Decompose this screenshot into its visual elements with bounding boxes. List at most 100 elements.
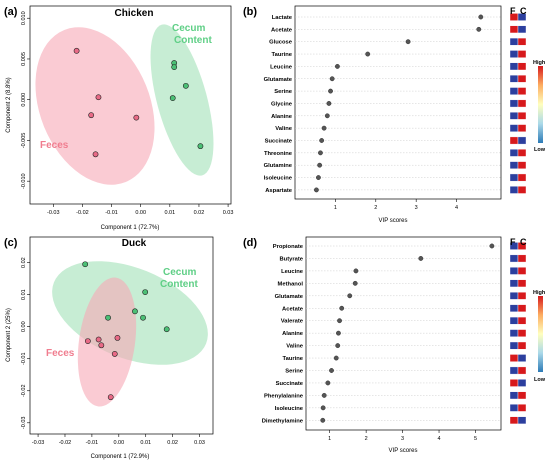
panel-d-heatmap-col-c: C bbox=[520, 237, 527, 247]
metabolite-label: Propionate bbox=[273, 244, 304, 250]
x-tick-label: 3 bbox=[415, 205, 418, 211]
x-tick-label: 4 bbox=[438, 436, 441, 442]
heatmap-cell-c bbox=[517, 136, 527, 145]
metabolite-label: Taurine bbox=[282, 356, 303, 362]
heatmap-cell-f bbox=[509, 416, 519, 425]
heatmap-cell-c bbox=[517, 37, 527, 46]
heatmap-cell-c bbox=[517, 416, 527, 425]
heatmap-cell-c bbox=[517, 74, 527, 83]
vip-score-point bbox=[324, 113, 330, 119]
x-tick-label: 1 bbox=[328, 436, 331, 442]
heatmap-cell-c bbox=[517, 341, 527, 350]
y-tick-label: 0.02 bbox=[21, 257, 27, 268]
cecum-sample-point bbox=[140, 314, 146, 321]
metabolite-label: Leucine bbox=[281, 269, 304, 275]
heatmap-cell-f bbox=[509, 391, 519, 400]
metabolite-label: Succinate bbox=[265, 139, 293, 145]
heatmap-cell-f bbox=[509, 366, 519, 375]
heatmap-cell-f bbox=[509, 292, 519, 300]
heatmap-cell-c bbox=[517, 111, 527, 120]
vip-score-point bbox=[353, 268, 359, 274]
panel-label-b: (b) bbox=[243, 6, 257, 18]
cecum-group-label-line2: Content bbox=[174, 35, 212, 46]
panel-d-duck-vip: Propionate Butyrate Leucine Methanol Glutama… bbox=[262, 236, 546, 454]
metabolite-label: Serine bbox=[285, 369, 303, 375]
vip-score-point bbox=[418, 256, 424, 261]
metabolite-label: Glucose bbox=[269, 40, 293, 46]
heatmap-cell-c bbox=[517, 25, 527, 34]
x-tick-label: 0.03 bbox=[223, 210, 234, 216]
x-tick-label: 0.00 bbox=[113, 440, 124, 446]
panel-label-d: (d) bbox=[243, 237, 257, 249]
panel-c-y-axis-label: Component 2 (25%) bbox=[6, 308, 12, 362]
heatmap-cell-f bbox=[509, 74, 519, 83]
heatmap-cell-f bbox=[509, 404, 519, 412]
x-tick-label: 1 bbox=[334, 205, 337, 211]
metabolite-label: Acetate bbox=[271, 27, 293, 33]
vip-score-point bbox=[347, 293, 353, 299]
panel-b-plot-frame bbox=[294, 5, 502, 200]
vip-score-point bbox=[326, 101, 332, 106]
heatmap-cell-f bbox=[509, 136, 519, 145]
feces-sample-point bbox=[92, 151, 99, 158]
x-tick-label: 4 bbox=[455, 205, 458, 211]
panel-c-plot-frame bbox=[29, 236, 214, 435]
vip-score-point bbox=[365, 51, 371, 57]
x-tick-label: -0.02 bbox=[76, 210, 89, 216]
metabolite-label: Serine bbox=[274, 89, 292, 95]
heatmap-cell-f bbox=[509, 316, 519, 325]
x-tick-label: 2 bbox=[365, 436, 368, 442]
vip-score-point bbox=[329, 368, 334, 373]
cecum-sample-point bbox=[163, 326, 170, 333]
panel-c-duck-plsda: Duck Feces Cecum Content -0.03 -0.02 -0.01… bbox=[6, 236, 214, 460]
metabolite-label: Glycine bbox=[271, 101, 293, 107]
heatmap-cell-c bbox=[517, 304, 527, 313]
feces-confidence-ellipse bbox=[35, 27, 155, 185]
y-tick-label: 0.010 bbox=[21, 11, 27, 25]
heatmap-cell-c bbox=[517, 254, 527, 263]
metabolite-label: Glutamate bbox=[264, 77, 293, 83]
heatmap-cell-c bbox=[517, 366, 527, 375]
cecum-confidence-ellipse bbox=[150, 24, 214, 176]
heatmap-cell-c bbox=[517, 124, 527, 132]
cecum-group-label-line1: Cecum bbox=[172, 23, 205, 34]
heatmap-cell-c bbox=[517, 267, 527, 275]
feces-sample-point bbox=[114, 335, 121, 341]
vip-score-point bbox=[320, 417, 326, 423]
x-tick-label: -0.01 bbox=[105, 210, 118, 216]
cecum-sample-point bbox=[142, 289, 149, 295]
feces-confidence-ellipse bbox=[77, 277, 137, 407]
cecum-sample-point bbox=[169, 95, 176, 101]
panel-c-x-axis-label: Component 1 (72.9%) bbox=[91, 454, 150, 460]
metabolite-label: Valine bbox=[286, 344, 304, 350]
heatmap-cell-c bbox=[517, 161, 527, 170]
metabolite-label: Phenylalanine bbox=[264, 393, 304, 399]
heatmap-cell-c bbox=[517, 13, 527, 21]
metabolite-label: Isoleucine bbox=[264, 176, 293, 182]
metabolite-label: Alanine bbox=[282, 331, 304, 337]
heatmap-cell-c bbox=[517, 316, 527, 325]
x-tick-label: 0.02 bbox=[167, 440, 178, 446]
heatmap-cell-f bbox=[509, 62, 519, 71]
heatmap-cell-c bbox=[517, 404, 527, 412]
metabolite-label: Aspartate bbox=[265, 188, 293, 194]
x-tick-label: -0.02 bbox=[59, 440, 72, 446]
panel-d-x-axis-label: VIP scores bbox=[389, 448, 418, 454]
x-tick-label: 3 bbox=[401, 436, 404, 442]
vip-score-point bbox=[320, 405, 326, 411]
heatmap-cell-f bbox=[509, 124, 519, 132]
vip-score-point bbox=[325, 380, 331, 386]
vip-score-point bbox=[329, 76, 335, 82]
y-tick-label: 0.000 bbox=[21, 93, 27, 107]
heatmap-cell-c bbox=[517, 292, 527, 300]
y-tick-label: 0.005 bbox=[21, 52, 27, 66]
heatmap-cell-f bbox=[509, 25, 519, 34]
metabolite-label: Succinate bbox=[276, 381, 304, 387]
heatmap-cell-c bbox=[517, 173, 527, 182]
panel-label-c: (c) bbox=[4, 237, 18, 249]
x-tick-label: 0.03 bbox=[194, 440, 205, 446]
cecum-group-label-line2: Content bbox=[160, 279, 198, 290]
x-tick-label: 0.02 bbox=[194, 210, 205, 216]
heatmap-cell-c bbox=[517, 279, 527, 288]
vip-score-point bbox=[405, 39, 411, 45]
